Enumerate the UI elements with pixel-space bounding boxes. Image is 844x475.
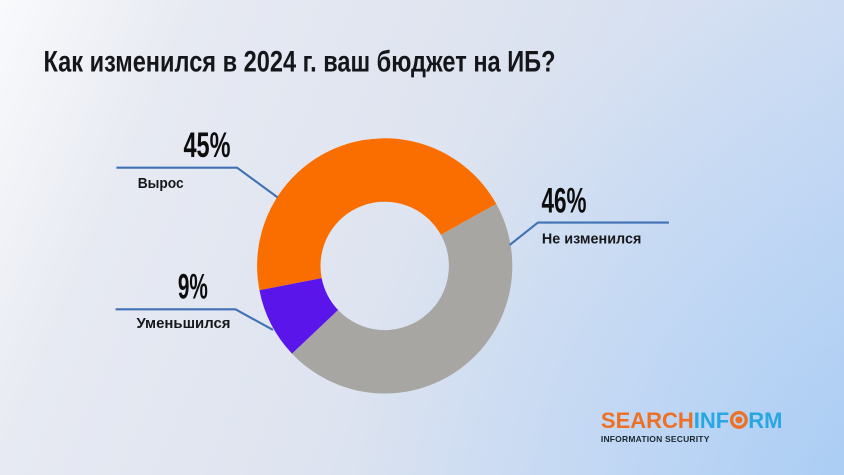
svg-text:Не изменился: Не изменился (542, 231, 642, 248)
svg-text:9%: 9% (178, 267, 208, 306)
svg-text:46%: 46% (542, 181, 587, 220)
svg-text:SEARCH: SEARCH (601, 408, 694, 433)
svg-text:45%: 45% (184, 126, 231, 165)
svg-text:Вырос: Вырос (138, 175, 184, 192)
svg-text:Уменьшился: Уменьшился (137, 315, 231, 332)
svg-text:Как изменился в 2024 г. ваш бю: Как изменился в 2024 г. ваш бюджет на ИБ… (44, 45, 556, 78)
svg-text:RM: RM (748, 408, 782, 433)
svg-text:INF: INF (694, 408, 729, 433)
svg-text:INFORMATION SECURITY: INFORMATION SECURITY (601, 434, 710, 444)
